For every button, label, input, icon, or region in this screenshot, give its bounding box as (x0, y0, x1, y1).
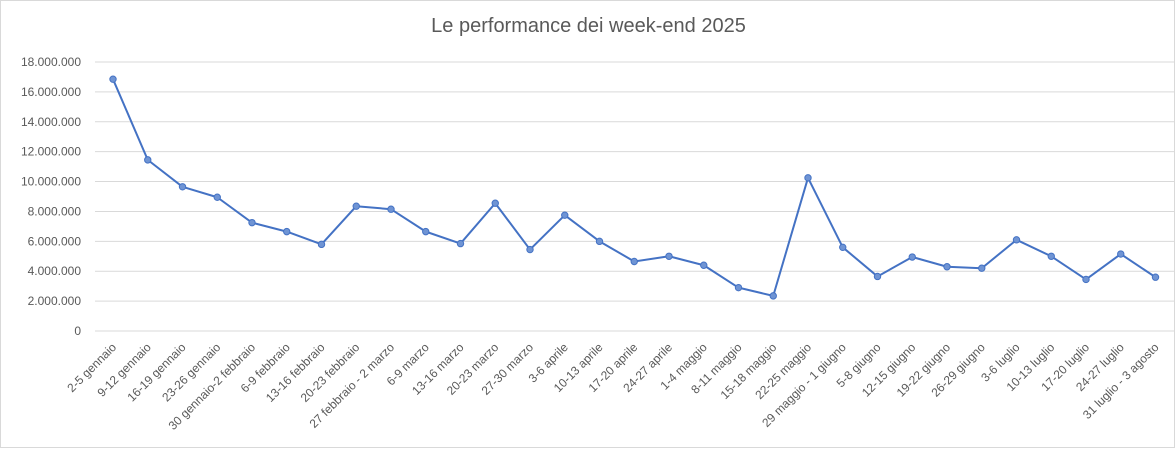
data-point (526, 245, 534, 254)
data-point (943, 263, 951, 271)
data-point (873, 272, 882, 281)
data-point (109, 75, 117, 83)
data-series (109, 75, 1160, 300)
data-point (665, 252, 673, 260)
data-point (213, 193, 221, 201)
y-tick-label: 14.000.000 (21, 115, 81, 129)
data-point (178, 183, 187, 191)
data-point (352, 202, 360, 210)
y-tick-label: 2.000.000 (28, 294, 82, 308)
data-point (248, 218, 256, 227)
y-tick-label: 6.000.000 (28, 234, 82, 248)
y-tick-label: 0 (74, 324, 81, 338)
data-point (317, 240, 326, 249)
data-point (491, 199, 499, 207)
data-point (978, 264, 986, 272)
y-tick-label: 18.000.000 (21, 55, 81, 69)
data-point (456, 239, 465, 248)
data-point (1082, 275, 1090, 284)
data-point (561, 211, 569, 219)
data-point (1012, 236, 1021, 244)
y-tick-label: 10.000.000 (21, 175, 81, 189)
data-point (839, 243, 847, 252)
data-point (769, 292, 777, 300)
data-point (595, 237, 604, 246)
data-point (700, 261, 708, 269)
data-point (734, 283, 743, 292)
gridlines (95, 61, 1175, 332)
data-point (908, 253, 916, 261)
y-tick-label: 8.000.000 (28, 204, 82, 218)
data-point (1117, 250, 1125, 258)
data-point (422, 227, 430, 236)
data-point (804, 174, 812, 182)
data-point (630, 257, 638, 266)
data-point (1047, 252, 1055, 260)
chart-title: Le performance dei week-end 2025 (431, 15, 746, 37)
y-tick-label: 12.000.000 (21, 145, 81, 159)
data-point (387, 205, 395, 213)
data-point (1151, 273, 1160, 281)
data-point (144, 156, 152, 164)
y-tick-label: 4.000.000 (28, 264, 82, 278)
y-axis-tick-labels: 0 2.000.000 4.000.000 6.000.000 8.000.000 10.… (21, 55, 81, 338)
y-tick-label: 16.000.000 (21, 85, 81, 99)
data-point (283, 227, 291, 236)
